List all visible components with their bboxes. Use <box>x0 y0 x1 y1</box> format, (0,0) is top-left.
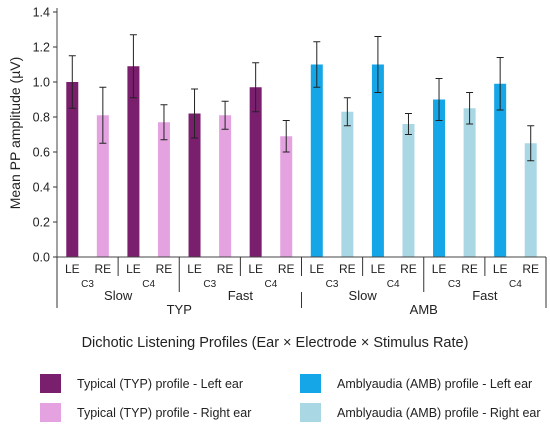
electrode-label: C4 <box>387 279 400 290</box>
rate-label: Fast <box>228 288 254 303</box>
electrode-label: C3 <box>326 279 339 290</box>
bar <box>494 83 507 257</box>
y-axis-ticks: 0.0 0.2 0.4 0.6 0.8 1.0 1.2 1.4 <box>33 6 57 265</box>
bar <box>463 108 476 257</box>
legend-swatch <box>300 374 321 393</box>
bar <box>433 99 446 257</box>
legend: Typical (TYP) profile - Left ear Typical … <box>40 374 541 422</box>
legend-swatch <box>40 403 61 422</box>
electrode-label: C3 <box>448 279 461 290</box>
y-tick-label: 0.4 <box>33 181 50 195</box>
legend-swatch <box>300 403 321 422</box>
electrode-label: C3 <box>81 279 94 290</box>
bar <box>524 143 537 257</box>
bar <box>127 66 140 257</box>
legend-label: Typical (TYP) profile - Left ear <box>77 377 243 391</box>
bar <box>219 115 232 257</box>
ear-label: RE <box>95 262 112 276</box>
ear-label: LE <box>65 262 80 276</box>
legend-label: Amblyaudia (AMB) profile - Right ear <box>337 406 541 420</box>
bar <box>249 87 262 257</box>
ear-label: RE <box>522 262 539 276</box>
bar <box>66 82 79 257</box>
ear-label: RE <box>156 262 173 276</box>
y-axis-label: Mean PP amplitude (µV) <box>7 57 23 210</box>
ear-label: RE <box>217 262 234 276</box>
x-axis-label: Dichotic Listening Profiles (Ear × Elect… <box>82 335 469 351</box>
rate-label: Fast <box>472 288 498 303</box>
legend-swatch <box>40 374 61 393</box>
bar <box>280 136 293 257</box>
y-tick-label: 1.0 <box>33 76 50 90</box>
electrode-label: C4 <box>265 279 278 290</box>
legend-label: Typical (TYP) profile - Right ear <box>77 406 251 420</box>
rate-label: Slow <box>349 288 378 303</box>
group-label: AMB <box>410 302 438 317</box>
bar <box>402 124 415 257</box>
ear-label: RE <box>461 262 478 276</box>
electrode-label: C4 <box>142 279 155 290</box>
ear-label: RE <box>400 262 417 276</box>
ear-label: RE <box>339 262 356 276</box>
y-tick-label: 1.4 <box>33 6 50 20</box>
bars <box>66 34 537 257</box>
electrode-label: C4 <box>509 279 522 290</box>
bar <box>310 64 323 257</box>
bar <box>157 122 170 257</box>
bar <box>96 115 109 257</box>
ear-label: LE <box>248 262 263 276</box>
ear-label: LE <box>432 262 447 276</box>
ear-label: RE <box>278 262 295 276</box>
y-tick-label: 0.8 <box>33 111 50 125</box>
y-tick-label: 1.2 <box>33 41 50 55</box>
bar <box>371 64 384 257</box>
bar <box>188 113 201 257</box>
group-label: TYP <box>167 302 192 317</box>
ear-label: LE <box>187 262 202 276</box>
electrode-label: C3 <box>203 279 216 290</box>
ear-label: LE <box>309 262 324 276</box>
ear-label: LE <box>126 262 141 276</box>
ear-label: LE <box>371 262 386 276</box>
y-tick-label: 0.6 <box>33 146 50 160</box>
rate-label: Slow <box>104 288 133 303</box>
bar <box>341 111 354 257</box>
legend-label: Amblyaudia (AMB) profile - Left ear <box>337 377 532 391</box>
y-tick-label: 0.0 <box>33 251 50 265</box>
axes <box>56 8 547 308</box>
ear-label: LE <box>493 262 508 276</box>
y-tick-label: 0.2 <box>33 216 50 230</box>
